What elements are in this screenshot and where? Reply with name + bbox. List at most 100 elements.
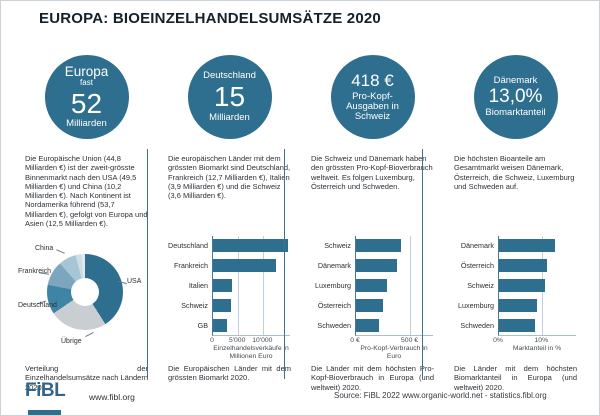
bar-luxemburg	[356, 279, 387, 292]
bar-row	[213, 296, 290, 316]
bar-row	[356, 256, 433, 276]
bar-schweiz	[499, 279, 546, 292]
bar-row	[499, 316, 576, 336]
pie-label-uebrige: Übrige	[61, 338, 82, 345]
leader-line	[56, 249, 65, 254]
bar-row	[499, 276, 576, 296]
x-axis-label: Marktanteil in %	[512, 345, 562, 352]
x-axis-label: Pro-Kopf-Verbrauch in Euro	[360, 345, 428, 361]
bar-label: Schweiz	[181, 301, 208, 310]
bar-schweden	[356, 319, 379, 332]
bar-dänemark	[356, 259, 398, 272]
bar-italien	[213, 279, 233, 292]
bar-row	[499, 256, 576, 276]
column-marktanteil: Dänemark 13,0% Biomarktanteil Die höchsten…	[452, 55, 579, 392]
bar-label: Österreich	[460, 261, 494, 270]
bar-row	[213, 236, 290, 256]
stat-badge-deutschland: Deutschland 15 Milliarden	[187, 55, 272, 139]
bar-gb	[213, 319, 227, 332]
bar-chart-market-share: Dänemark Österreich Schweiz Luxemburg Schwed…	[452, 234, 579, 358]
badge-line: Schweiz	[354, 111, 391, 123]
bar-label: Deutschland	[168, 241, 208, 250]
footer-source: Source: FiBL 2022 www.organic-world.net …	[334, 391, 547, 400]
bar-label: Schweden	[317, 321, 351, 330]
column-divider	[422, 149, 423, 379]
badge-line: Dänemark	[493, 74, 538, 86]
column-pro-kopf: 418 € Pro-Kopf- Ausgaben in Schweiz Die Sch…	[309, 55, 436, 392]
axis-tick: 500 €	[401, 337, 419, 344]
badge-line: Milliarden	[66, 117, 107, 129]
stat-badge-pro-kopf: 418 € Pro-Kopf- Ausgaben in Schweiz	[330, 55, 415, 139]
badge-line: Deutschland	[203, 70, 256, 82]
bar-label: Luxemburg	[458, 301, 494, 310]
chart-caption: Die Länder mit dem höchsten Pro-Kopf-Bio…	[311, 364, 434, 392]
axis-tick: 0%	[493, 337, 503, 344]
bar-schweiz	[213, 299, 231, 312]
bar-label: Schweiz	[324, 241, 351, 250]
gridline	[237, 236, 239, 335]
axis-tick: 0 €	[350, 337, 360, 344]
bar-dänemark	[499, 239, 555, 252]
columns-grid: Europa fast 52 Milliarden Die Europäische U…	[18, 55, 579, 392]
bar-row	[213, 276, 290, 296]
bar-label: GB	[197, 321, 208, 330]
column-divider	[284, 149, 285, 379]
badge-line: Europa	[64, 64, 109, 80]
stat-badge-marktanteil: Dänemark 13,0% Biomarktanteil	[473, 55, 558, 139]
bar-label: Frankreich	[174, 261, 208, 270]
gridline	[262, 236, 264, 335]
bar-row	[356, 316, 433, 336]
pie-label-frankreich: Frankreich	[18, 268, 52, 275]
badge-line: 52	[70, 87, 103, 119]
badge-line: Ausgaben in	[346, 101, 399, 113]
page-title: EUROPA: BIOEINZELHANDELSUMSÄTZE 2020	[39, 10, 381, 27]
leader-line	[85, 331, 94, 338]
chart-caption: Die Europäischen Länder mit dem grössten…	[168, 364, 291, 383]
fibl-logo: FiBL	[25, 380, 66, 401]
description-pro-kopf: Die Schweiz und Dänemark haben den gröss…	[311, 154, 433, 191]
bar-row	[356, 296, 433, 316]
description-marktanteil: Die höchsten Bioanteile am Gesamtmarkt w…	[454, 154, 575, 191]
x-axis-label: Einzelhandelsverkäufe in Millionen Euro	[213, 345, 289, 361]
bar-schweden	[499, 319, 536, 332]
bar-row	[213, 316, 290, 336]
footer-website: www.fibl.org	[89, 392, 135, 402]
badge-line: fast	[80, 78, 93, 88]
bar-frankreich	[213, 259, 277, 272]
description-biomarkt: Die europäischen Länder mit dem grössten…	[168, 154, 291, 201]
bar-label: Schweden	[460, 321, 494, 330]
bar-chart-per-capita: Schweiz Dänemark Luxemburg Österreich Schwed…	[309, 234, 436, 361]
bar-row	[499, 236, 576, 256]
pie-label-china: China	[35, 245, 54, 252]
bar-row	[213, 256, 290, 276]
bar-row	[499, 296, 576, 316]
axis-tick: 10%	[534, 337, 549, 344]
bar-label: Österreich	[317, 301, 351, 310]
pie-label-deutschland: Deutschland	[18, 302, 57, 309]
badge-line: Biomarktanteil	[485, 107, 546, 119]
description-europa: Die Europäische Union (44,8 Milliarden €…	[25, 154, 148, 229]
corner-mark	[28, 410, 61, 415]
column-deutschland: Deutschland 15 Milliarden Die europäischen…	[166, 55, 293, 392]
axis-tick: 10'000	[252, 337, 273, 344]
donut-hole	[71, 278, 99, 306]
gridline	[409, 236, 411, 335]
bar-label: Schweiz	[467, 281, 494, 290]
badge-line: Pro-Kopf-	[352, 91, 393, 103]
pie-label-usa: USA	[127, 278, 142, 285]
bar-label: Dänemark	[460, 241, 494, 250]
bar-row	[356, 236, 433, 256]
axis-tick: 5'000	[228, 337, 246, 344]
axis-tick: 0	[210, 337, 214, 344]
chart-caption: Verteilung der Einzelhandelsumsätze nach…	[25, 364, 148, 392]
bar-österreich	[356, 299, 384, 312]
badge-line: 13,0%	[488, 85, 543, 107]
bar-label: Italien	[188, 281, 208, 290]
badge-line: Milliarden	[209, 111, 250, 123]
bar-luxemburg	[499, 299, 538, 312]
bar-label: Luxemburg	[315, 281, 351, 290]
bar-deutschland	[213, 239, 288, 252]
bar-schweiz	[356, 239, 401, 252]
column-divider	[147, 149, 148, 379]
